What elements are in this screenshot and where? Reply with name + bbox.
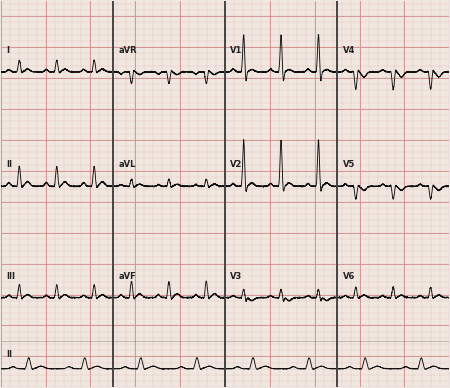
Text: aVR: aVR <box>118 46 137 55</box>
Text: V2: V2 <box>230 160 243 169</box>
Text: II: II <box>6 160 12 169</box>
Text: V5: V5 <box>342 160 355 169</box>
Text: II: II <box>6 350 12 359</box>
Text: V4: V4 <box>342 46 355 55</box>
Text: aVF: aVF <box>118 272 136 281</box>
Text: V3: V3 <box>230 272 243 281</box>
Text: V1: V1 <box>230 46 243 55</box>
Text: V6: V6 <box>342 272 355 281</box>
Text: I: I <box>6 46 9 55</box>
Text: III: III <box>6 272 15 281</box>
Text: aVL: aVL <box>118 160 135 169</box>
